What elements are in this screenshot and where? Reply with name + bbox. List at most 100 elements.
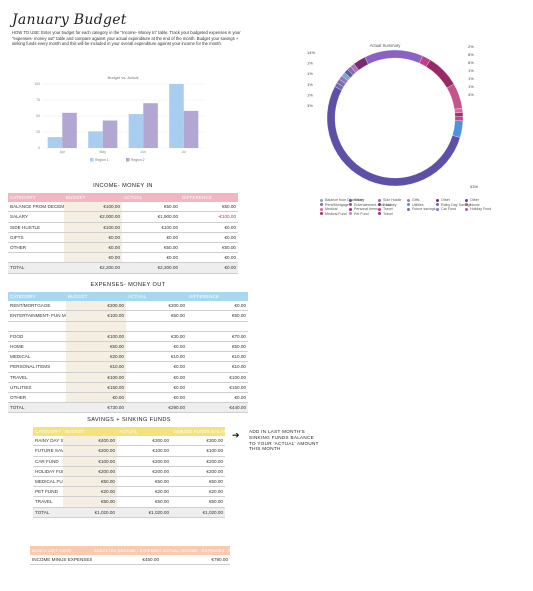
table-cell: €200.00 [63, 445, 117, 457]
table-cell: €100.00 [66, 310, 126, 322]
table-cell: €0.00 [126, 382, 187, 393]
bar [102, 120, 118, 148]
column-header: BUDGET [66, 292, 126, 302]
table-cell: €0.00 [187, 301, 248, 312]
y-tick-label: 50 [36, 114, 40, 118]
page-title: January Budget [12, 12, 127, 28]
slice-percent-label: 53% [470, 184, 478, 189]
table-cell: -€100.00 [180, 211, 238, 223]
legend-label: Future savings [412, 207, 436, 212]
legend-label: Home [470, 202, 480, 207]
table-cell: €450.00 [92, 555, 161, 566]
money-left-table: MONEY LEFT OVER BUDGETED (INCOME - EXPENS… [30, 546, 230, 566]
legend-swatch [349, 207, 352, 211]
y-tick-label: 75 [36, 98, 40, 102]
table-row: BALANCE FROM DECEMBER€100.00€50.00€50.00 [8, 202, 238, 213]
bar [169, 84, 184, 148]
legend-swatch [320, 203, 323, 207]
legend-swatch [349, 203, 352, 207]
table-row: PERSONAL ITEMS €10.00 €0.00 €10.00 [8, 361, 248, 373]
total-row: TOTAL €1,020.00 €1,020.00 €1,020.00 [33, 507, 225, 518]
legend-swatch [378, 203, 381, 207]
donut-slice [454, 112, 464, 117]
table-cell: €200.00 [117, 456, 171, 467]
column-header: ACTUAL [126, 292, 187, 302]
table-cell: €20.00 [63, 486, 117, 498]
column-header: BUDGET [63, 427, 117, 437]
table-cell: €100.00 [187, 372, 248, 383]
income-title: INCOME- MONEY IN [93, 183, 153, 189]
column-header: CATEGORY [8, 193, 64, 203]
table-row: SALARY €2,000.00 €1,900.00 -€100.00 [8, 211, 238, 223]
table-row: PET FUND €20.00 €20.00 €20.00 [33, 486, 225, 498]
row-label: HOME [8, 341, 66, 353]
income-table: CATEGORY BUDGET ACTUAL DIFFERENCE BALANCE FR… [8, 193, 238, 274]
x-tick-label: May [100, 150, 107, 154]
row-label: RENT/MORTGAGE [8, 301, 66, 312]
table-cell: €200.00 [126, 301, 187, 312]
legend-swatch [378, 212, 381, 216]
table-cell: €0.00 [64, 242, 122, 254]
table-cell: €50.00 [117, 476, 171, 488]
table-row: GIFTS €0.00 €0.00 €0.00 [8, 232, 238, 243]
legend-item: Balance from December [320, 198, 364, 202]
legend-label: Car Fund [441, 207, 456, 212]
row-label: TRAVEL [33, 496, 63, 508]
legend-label: Travel [383, 211, 393, 216]
table-row: MEDICAL FUND€50.00€50.00€50.00 [33, 476, 225, 488]
legend-swatch [465, 207, 468, 211]
table-cell: €50.00 [63, 496, 117, 508]
table-cell: €10.00 [66, 361, 126, 373]
legend-swatch [90, 158, 94, 162]
donut-slice [446, 83, 463, 110]
table-cell: €50.00 [171, 496, 225, 508]
savings-note: ADD IN LAST MONTH'S SINKING FUNDS BALANC… [249, 429, 319, 452]
legend-swatch [407, 207, 410, 211]
legend-label: Pet Fund [354, 211, 369, 216]
bar [143, 103, 158, 148]
column-header: DIFFERENCE [180, 193, 238, 203]
legend-item: Rainy Day Savings [436, 203, 471, 207]
legend-label: Medical [325, 207, 338, 212]
donut-slice [338, 75, 349, 84]
y-tick-label: 25 [36, 130, 40, 134]
actual-summary-chart: Actual Summary 14% 1% 1% 1% 1% 3% 2% 8% 6% 1% 1% 1% 4… [307, 43, 478, 189]
table-cell: €0.00 [126, 392, 187, 404]
total-label: TOTAL [33, 507, 63, 518]
row-label: OTHER [8, 392, 66, 404]
table-cell: €20.00 [66, 351, 126, 363]
legend-label: Balance from December [325, 198, 364, 202]
donut-slice [425, 59, 455, 89]
table-row: OTHER €0.00 €50.00 €50.00 [8, 242, 238, 254]
legend-item: Other [436, 198, 450, 202]
table-cell: €400.00 [63, 436, 117, 447]
legend-swatch [436, 203, 439, 207]
table-row: HOLIDAY FUND€200.00€200.00€200.00 [33, 466, 225, 477]
table-cell: €100.00 [64, 202, 122, 213]
table-cell: €790.00 [161, 555, 230, 566]
table-cell: €1,900.00 [122, 211, 180, 223]
budget-vs-actual-chart: Budget vs. Actual 0 25 50 75 100 Apr May Jun Jul R… [34, 75, 204, 162]
legend-item: Travel [378, 207, 393, 211]
legend-label: Rainy Day Savings [441, 202, 472, 207]
table-cell: €100.00 [66, 372, 126, 383]
total-cell: €290.00 [126, 402, 187, 414]
how-to-text: HOW TO USE: Enter your budget for each c… [12, 30, 241, 47]
legend-label: Food [383, 202, 392, 207]
row-label [8, 321, 66, 332]
table-cell: €0.00 [122, 252, 180, 264]
row-label: FUTURE SAVINGS [33, 445, 63, 457]
legend-item: Travel [378, 212, 393, 216]
legend-item: Food [378, 203, 391, 207]
bar [47, 137, 63, 148]
expenses-table: CATEGORY BUDGET ACTUAL DIFFERENCE RENT/MORTG… [8, 292, 248, 414]
table-row: UTILITIES €150.00 €0.00 €150.00 [8, 382, 248, 393]
donut-slice [454, 116, 464, 122]
row-label: CAR FUND [33, 456, 63, 467]
legend-item: Home [465, 203, 480, 207]
total-label: TOTAL [8, 402, 66, 414]
table-cell: €50.00 [171, 476, 225, 488]
table-cell: €20.00 [117, 486, 171, 498]
